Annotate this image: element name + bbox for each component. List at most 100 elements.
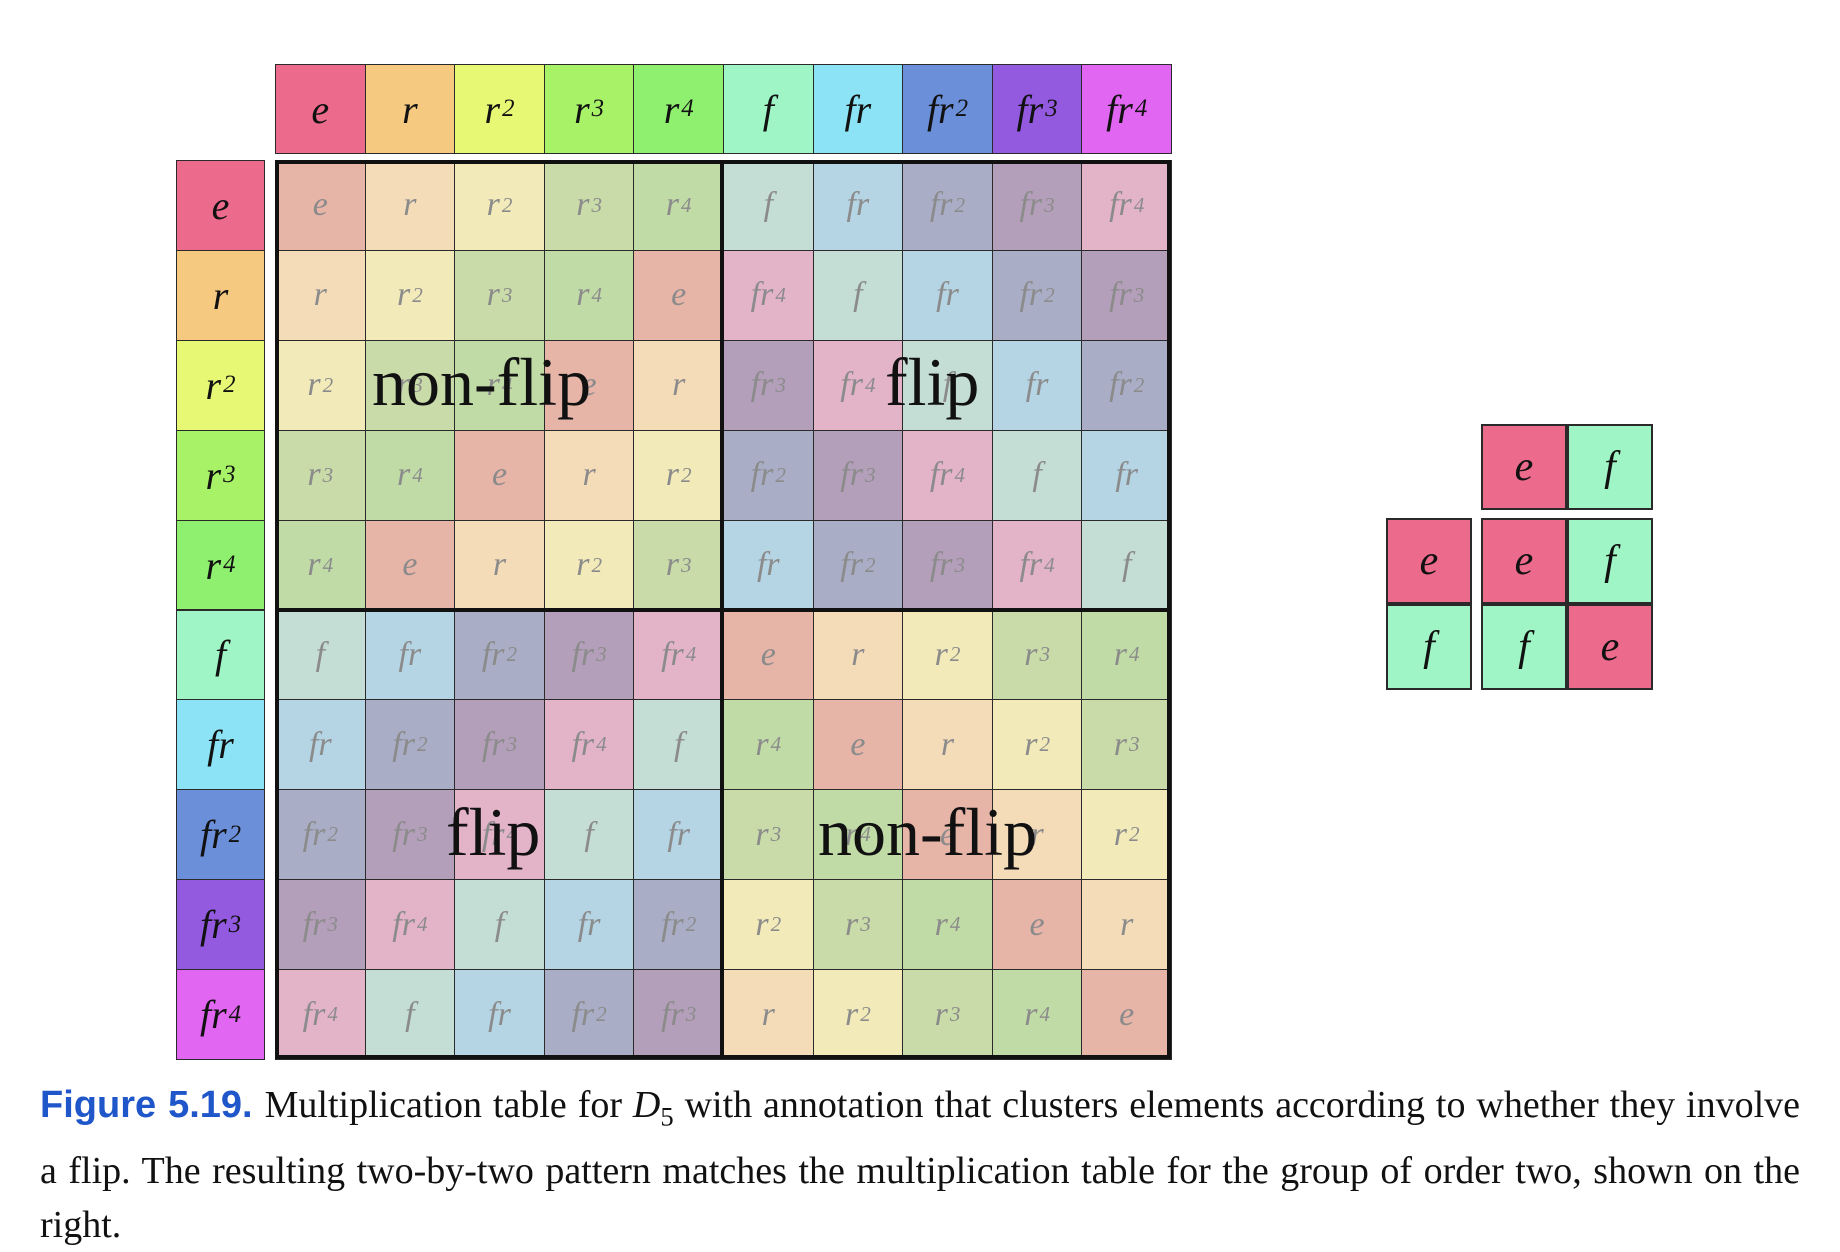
table-cell-9-9: e: [1081, 969, 1172, 1060]
row-header-9: fr 4: [176, 969, 265, 1060]
z2-cell-1-0: f: [1481, 604, 1567, 690]
table-cell-9-0: fr 4: [275, 969, 366, 1060]
table-cell-6-1: fr 2: [364, 699, 456, 791]
z2-cell-0-0: e: [1481, 518, 1567, 604]
table-cell-8-9: r: [1081, 879, 1172, 971]
table-cell-0-0: e: [275, 160, 366, 251]
column-header-5: f: [723, 64, 814, 154]
row-header-0: e: [176, 160, 265, 251]
table-cell-7-2: fr 4: [454, 789, 545, 881]
table-cell-2-5: fr 3: [723, 339, 814, 431]
column-header-8: fr 3: [991, 64, 1083, 154]
table-cell-2-3: e: [543, 339, 635, 431]
table-cell-1-4: e: [633, 249, 724, 341]
column-header-6: fr: [812, 64, 904, 154]
table-cell-8-0: fr 3: [275, 879, 366, 971]
table-cell-7-0: fr 2: [275, 789, 366, 881]
table-cell-7-8: r: [991, 789, 1083, 881]
table-cell-6-0: fr: [275, 699, 366, 791]
caption-text-2: with annotation that clusters elements a…: [40, 1084, 1800, 1246]
table-cell-6-6: e: [812, 699, 904, 791]
z2-cell-1-1: e: [1567, 604, 1653, 690]
table-cell-3-3: r: [543, 429, 635, 521]
column-header-9: fr 4: [1081, 64, 1172, 154]
table-cell-4-1: e: [364, 519, 456, 611]
table-cell-2-7: f: [902, 339, 993, 431]
table-cell-1-5: fr 4: [723, 249, 814, 341]
table-cell-9-4: fr 3: [633, 969, 724, 1060]
row-header-7: fr 2: [176, 789, 265, 881]
table-cell-5-6: r: [812, 609, 904, 701]
table-cell-3-2: e: [454, 429, 545, 521]
z2-cell-0-1: f: [1567, 518, 1653, 604]
table-cell-6-4: f: [633, 699, 724, 791]
column-header-1: r: [364, 64, 456, 154]
table-cell-7-4: fr: [633, 789, 724, 881]
caption-text-1: Multiplication table for: [264, 1084, 633, 1126]
table-cell-0-8: fr 3: [991, 160, 1083, 251]
table-cell-9-3: fr 2: [543, 969, 635, 1060]
table-cell-5-0: f: [275, 609, 366, 701]
table-cell-6-2: fr 3: [454, 699, 545, 791]
table-cell-4-2: r: [454, 519, 545, 611]
z2-column-header-1: f: [1567, 424, 1653, 510]
table-cell-9-5: r: [723, 969, 814, 1060]
table-cell-8-1: fr 4: [364, 879, 456, 971]
table-cell-7-3: f: [543, 789, 635, 881]
figure-caption: Figure 5.19. Multiplication table for D5 …: [40, 1078, 1800, 1252]
table-cell-2-4: r: [633, 339, 724, 431]
table-cell-7-1: fr 3: [364, 789, 456, 881]
table-cell-9-1: f: [364, 969, 456, 1060]
quadrant-label-top-right: flip: [885, 344, 980, 420]
column-header-7: fr 2: [902, 64, 993, 154]
row-header-1: r: [176, 249, 265, 341]
figure-label: Figure 5.19.: [40, 1084, 253, 1126]
table-cell-4-8: fr 4: [991, 519, 1083, 611]
table-cell-3-8: f: [991, 429, 1083, 521]
table-cell-6-7: r: [902, 699, 993, 791]
z2-row-header-1: f: [1386, 604, 1472, 690]
column-header-0: e: [275, 64, 366, 154]
caption-group-name: D5: [632, 1084, 674, 1132]
table-cell-5-5: e: [723, 609, 814, 701]
table-cell-9-2: fr: [454, 969, 545, 1060]
table-cell-1-8: fr 2: [991, 249, 1083, 341]
table-cell-5-3: fr 3: [543, 609, 635, 701]
table-cell-7-7: e: [902, 789, 993, 881]
quadrant-label-bottom-left: flip: [446, 794, 541, 870]
quadrant-label-top-left: non-flip: [372, 344, 592, 420]
row-header-6: fr: [176, 699, 265, 791]
z2-row-header-0: e: [1386, 518, 1472, 604]
table-cell-0-6: fr: [812, 160, 904, 251]
table-cell-8-3: fr: [543, 879, 635, 971]
table-cell-4-6: fr 2: [812, 519, 904, 611]
